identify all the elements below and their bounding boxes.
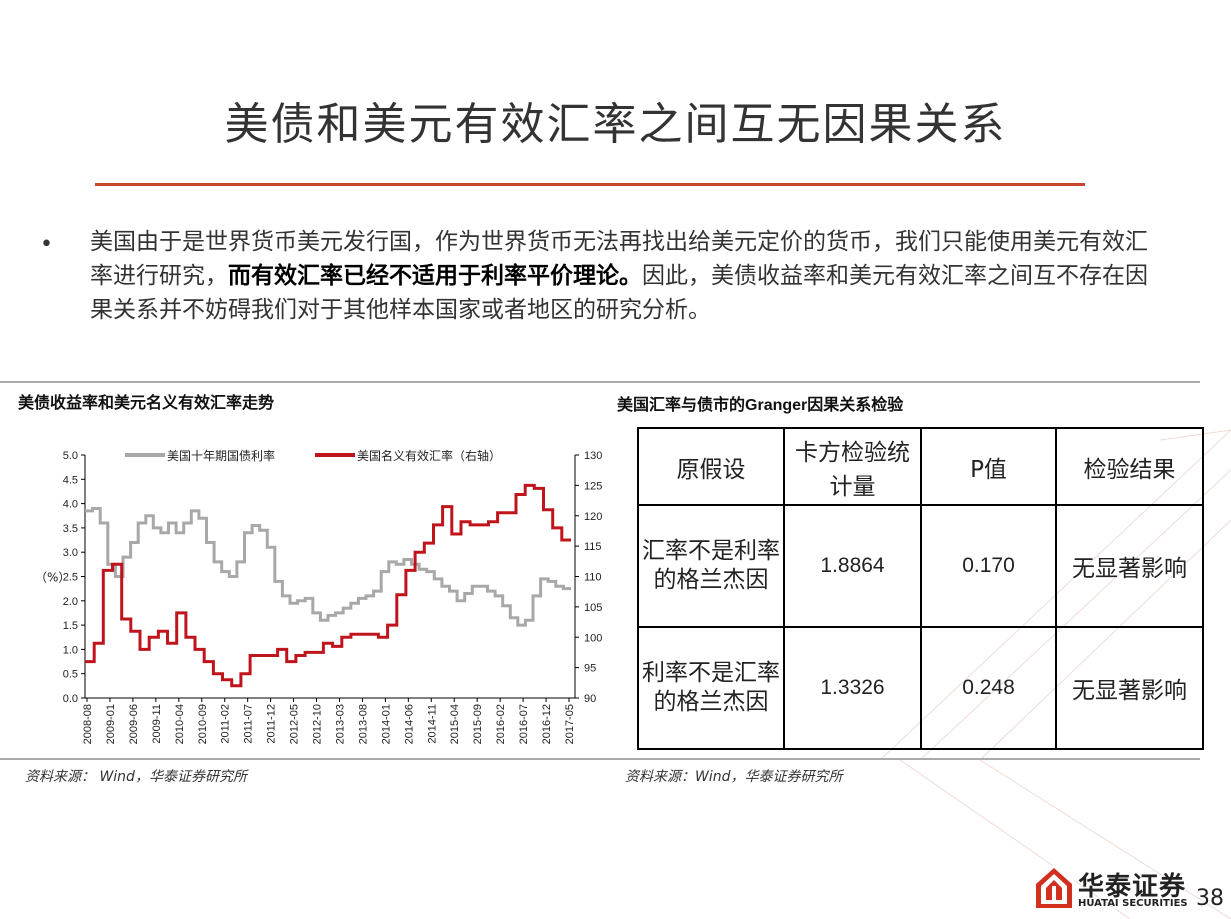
x-tick-label: 2010-09 — [197, 704, 209, 744]
x-tick-label: 2014-01 — [380, 704, 392, 744]
x-tick-label: 2011-07 — [243, 704, 255, 744]
bullet-text-part1: 美国由于是世界货币美元发行国，作为世界货币无法再找出给美元定价的货币，我们只能使… — [90, 229, 1148, 289]
x-tick-label: 2017-05 — [564, 704, 576, 744]
y-tick-label-right: 110 — [584, 572, 602, 584]
header-result: 检验结果 — [1055, 427, 1204, 506]
x-tick-label: 2012-05 — [289, 704, 301, 744]
y-tick-label-right: 90 — [584, 693, 596, 705]
series-line-treasury-yield — [85, 507, 571, 627]
y-tick-label-right: 95 — [584, 663, 596, 675]
table-title-pre: 美国汇率与债市的 — [617, 395, 746, 414]
page-number: 38 — [1196, 886, 1224, 911]
table-header-row: 原假设 卡方检验统计量 P值 检验结果 — [637, 427, 1204, 506]
table-row: 汇率不是利率的格兰杰因 1.8864 0.170 无显著影响 — [637, 504, 1204, 628]
panel-divider-bottom — [0, 758, 1200, 760]
table-title: 美国汇率与债市的Granger因果关系检验 — [617, 391, 903, 415]
y-tick-label-right: 125 — [584, 480, 602, 492]
x-tick-label: 2015-09 — [472, 704, 484, 744]
x-tick-label: 2010-04 — [174, 704, 186, 744]
series-line-effective-fx — [85, 483, 571, 688]
x-tick-label: 2009-06 — [128, 704, 140, 744]
y-tick-label-left: 3.5 — [63, 523, 78, 535]
line-chart: 5.0 4.5 4.0 3.5 3.0 2.5 2.0 1.5 1.0 0.5 0.0 130 125 1… — [35, 448, 602, 744]
y-tick-label-right: 130 — [584, 450, 602, 462]
y-tick-label-left: 0.0 — [63, 693, 78, 705]
header-chi2: 卡方检验统计量 — [783, 427, 922, 506]
x-tick-label: 2012-10 — [312, 704, 324, 744]
x-tick-label: 2015-04 — [449, 704, 461, 744]
huatai-logo-icon — [1034, 866, 1074, 910]
y-axis-label: （%） — [35, 571, 70, 585]
cell-result: 无显著影响 — [1055, 504, 1204, 628]
y-tick-label-right: 105 — [584, 602, 602, 614]
x-tick-label: 2014-11 — [426, 704, 438, 744]
y-tick-label-left: 1.0 — [63, 644, 78, 656]
y-tick-label-left: 2.0 — [63, 596, 78, 608]
x-tick-label: 2009-01 — [105, 704, 117, 744]
x-tick-label: 2014-06 — [403, 704, 415, 744]
logo-text-en: HUATAI SECURITIES — [1078, 898, 1188, 909]
y-tick-label-left: 5.0 — [63, 450, 78, 462]
logo-text-cn: 华泰证券 — [1078, 872, 1187, 902]
legend-label: 美国名义有效汇率（右轴） — [357, 448, 501, 463]
y-tick-label-left: 4.0 — [63, 499, 78, 511]
table-title-latin: Granger — [745, 397, 808, 414]
cell-result: 无显著影响 — [1055, 626, 1204, 750]
title-divider — [95, 183, 1085, 186]
bullet-text-bold: 而有效汇率已经不适用于利率平价理论。 — [228, 263, 642, 289]
page-title: 美债和美元有效汇率之间互无因果关系 — [224, 99, 1007, 150]
x-tick-label: 2008-08 — [82, 704, 94, 744]
chart-title: 美债收益率和美元名义有效汇率走势 — [18, 393, 275, 412]
x-tick-label: 2011-12 — [266, 704, 278, 744]
cell-hypothesis: 汇率不是利率的格兰杰因 — [637, 504, 785, 628]
x-tick-label: 2013-03 — [334, 704, 346, 744]
bullet-text: 美国由于是世界货币美元发行国，作为世界货币无法再找出给美元定价的货币，我们只能使… — [90, 225, 1170, 327]
cell-chi2: 1.3326 — [783, 626, 922, 750]
header-hypothesis: 原假设 — [637, 427, 785, 506]
header-p: P值 — [920, 427, 1057, 506]
y-tick-label-left: 0.5 — [63, 669, 78, 681]
y-tick-label-right: 100 — [584, 632, 602, 644]
table-row: 利率不是汇率的格兰杰因 1.3326 0.248 无显著影响 — [637, 626, 1204, 750]
cell-chi2: 1.8864 — [783, 504, 922, 628]
table-title-post: 因果关系检验 — [807, 395, 904, 414]
y-tick-label-right: 120 — [584, 511, 602, 523]
x-tick-label: 2016-07 — [518, 704, 530, 744]
y-tick-label-left: 3.0 — [63, 547, 78, 559]
granger-table: 原假设 卡方检验统计量 P值 检验结果 汇率不是利率的格兰杰因 1.8864 0… — [637, 427, 1204, 750]
y-tick-label-left: 2.5 — [63, 572, 78, 584]
bullet-text-part2: 因此，美债收益率和美元有效汇率之间互不存在因果关系并不妨碍我们对于其他样本国家或… — [90, 263, 1148, 323]
x-tick-label: 2013-08 — [357, 704, 369, 744]
x-tick-label: 2016-12 — [541, 704, 553, 744]
panel-divider-top — [0, 381, 1200, 383]
x-tick-label: 2011-02 — [220, 704, 232, 744]
x-tick-label: 2009-11 — [151, 704, 163, 744]
legend-label: 美国十年期国债利率 — [167, 448, 275, 463]
cell-p: 0.248 — [920, 626, 1057, 750]
x-tick-label: 2016-02 — [495, 704, 507, 744]
y-tick-label-left: 4.5 — [63, 474, 78, 486]
y-tick-label-right: 115 — [584, 541, 602, 553]
chart-source: 资料来源： Wind，华泰证券研究所 — [25, 769, 247, 785]
cell-p: 0.170 — [920, 504, 1057, 628]
y-tick-label-left: 1.5 — [63, 620, 78, 632]
cell-hypothesis: 利率不是汇率的格兰杰因 — [637, 626, 785, 750]
table-source: 资料来源：Wind，华泰证券研究所 — [625, 769, 843, 785]
bullet-marker: • — [40, 232, 53, 257]
